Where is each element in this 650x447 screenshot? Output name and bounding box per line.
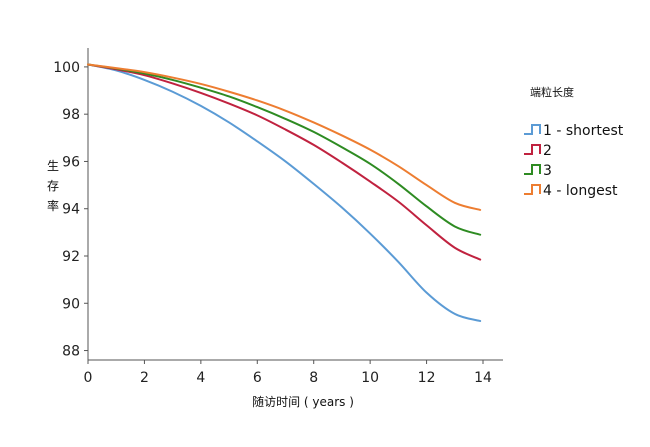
- legend-swatch: [524, 124, 541, 135]
- legend-label: 1 - shortest: [543, 123, 624, 139]
- x-tick-label: 8: [309, 370, 318, 386]
- series-line-1: [87, 63, 482, 322]
- legend-label: 3: [543, 163, 552, 179]
- y-tick-label: 90: [62, 296, 80, 312]
- x-tick-label: 14: [474, 370, 492, 386]
- x-axis-ticks: 0 2 4 6 8 10 12 14: [84, 360, 492, 386]
- x-tick-label: 12: [418, 370, 436, 386]
- legend-swatch: [524, 144, 541, 155]
- legend-label: 2: [543, 143, 552, 159]
- legend-item: 3: [524, 163, 552, 179]
- x-tick-label: 0: [84, 370, 93, 386]
- legend-swatch: [524, 164, 541, 175]
- series-line-3: [87, 63, 482, 236]
- series-lines: [87, 63, 482, 322]
- x-tick-label: 2: [140, 370, 149, 386]
- y-axis-title-char: 存: [47, 179, 59, 193]
- legend-item: 4 - longest: [524, 183, 618, 199]
- y-axis-title-char: 率: [47, 198, 59, 213]
- y-tick-label: 98: [62, 107, 80, 123]
- y-tick-label: 88: [62, 344, 80, 360]
- y-tick-label: 94: [62, 202, 80, 218]
- series-line-4: [87, 63, 482, 211]
- series-line-2: [87, 63, 482, 261]
- y-tick-label: 92: [62, 249, 80, 265]
- x-axis-title: 随访时间 ( years ): [252, 394, 354, 409]
- x-tick-label: 6: [253, 370, 262, 386]
- legend-swatch: [524, 184, 541, 195]
- legend-title: 端粒长度: [530, 85, 574, 99]
- y-axis-title-char: 生: [47, 159, 59, 173]
- legend-item: 1 - shortest: [524, 123, 624, 139]
- y-axis-ticks: 88 90 92 94 96 98 100: [53, 60, 88, 360]
- legend-item: 2: [524, 143, 552, 159]
- legend-label: 4 - longest: [543, 183, 618, 199]
- legend-items: 1 - shortest 2 3 4 - longest: [524, 123, 624, 199]
- legend: 端粒长度 1 - shortest 2 3 4 - longest: [524, 85, 624, 199]
- y-tick-label: 96: [62, 154, 80, 170]
- y-axis-title: 生 存 率: [47, 159, 59, 213]
- x-tick-label: 10: [361, 370, 379, 386]
- y-tick-label: 100: [53, 60, 80, 76]
- x-tick-label: 4: [196, 370, 205, 386]
